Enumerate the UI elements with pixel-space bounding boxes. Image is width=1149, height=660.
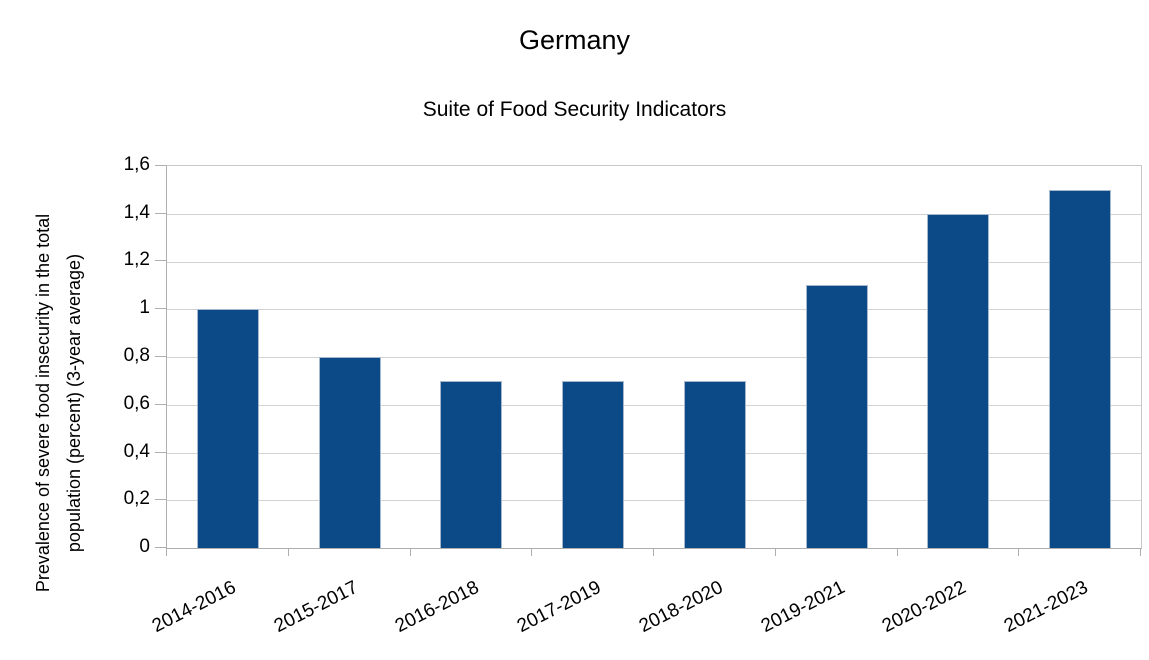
gridline [167, 262, 1141, 263]
y-axis-tick-label: 0,6 [123, 393, 150, 414]
x-axis-category-label-text: 2016-2018 [392, 577, 483, 637]
x-axis-tick [653, 548, 654, 556]
x-axis-tick [288, 548, 289, 556]
y-axis-tick-label: 0 [139, 536, 150, 557]
y-axis-tick [155, 452, 166, 453]
y-axis-tick-label: 1 [139, 297, 150, 318]
x-axis-tick [775, 548, 776, 556]
x-axis-tick [166, 548, 167, 556]
y-axis-tick-label: 0,4 [123, 441, 150, 462]
y-axis-tick [155, 213, 166, 214]
bar-2020-2022 [927, 214, 989, 548]
x-axis-category-label-text: 2018-2020 [636, 577, 727, 637]
x-axis-category-label-text: 2021-2023 [1001, 577, 1092, 637]
bar-2018-2020 [684, 381, 746, 548]
y-axis-tick [155, 547, 166, 548]
x-axis-tick [410, 548, 411, 556]
y-axis-tick [155, 499, 166, 500]
gridline [167, 214, 1141, 215]
x-axis-category-label-text: 2014-2016 [149, 577, 240, 637]
x-axis-category-label-text: 2020-2022 [879, 577, 970, 637]
chart-title: Germany [518, 25, 631, 55]
y-axis-tick [155, 308, 166, 309]
x-axis-category-label-text: 2015-2017 [271, 577, 362, 637]
gridline [167, 309, 1141, 310]
y-axis-tick-label: 1,4 [123, 202, 150, 223]
bar-2015-2017 [319, 357, 381, 548]
chart-subtitle: Suite of Food Security Indicators [422, 98, 727, 121]
x-axis-category-label-text: 2017-2019 [514, 577, 605, 637]
bar-2019-2021 [806, 285, 868, 548]
x-axis-category-label-text: 2019-2021 [758, 577, 849, 637]
bar-2017-2019 [562, 381, 624, 548]
x-axis-tick [1140, 548, 1141, 556]
bar-2021-2023 [1049, 190, 1111, 548]
y-axis-tick [155, 404, 166, 405]
plot-area [166, 165, 1142, 549]
x-axis-tick [897, 548, 898, 556]
x-axis-tick [1018, 548, 1019, 556]
gridline [167, 357, 1141, 358]
y-axis-tick [155, 165, 166, 166]
y-axis-tick-label: 1,6 [123, 154, 150, 175]
x-axis-tick [531, 548, 532, 556]
y-axis-tick-label: 0,8 [123, 345, 150, 366]
y-axis-tick [155, 356, 166, 357]
bar-2014-2016 [197, 309, 259, 548]
y-axis-tick-label: 0,2 [123, 488, 150, 509]
bar-2016-2018 [440, 381, 502, 548]
y-axis-tick [155, 260, 166, 261]
gridline [167, 453, 1141, 454]
y-axis-tick-label: 1,2 [123, 249, 150, 270]
gridline [167, 405, 1141, 406]
gridline [167, 500, 1141, 501]
